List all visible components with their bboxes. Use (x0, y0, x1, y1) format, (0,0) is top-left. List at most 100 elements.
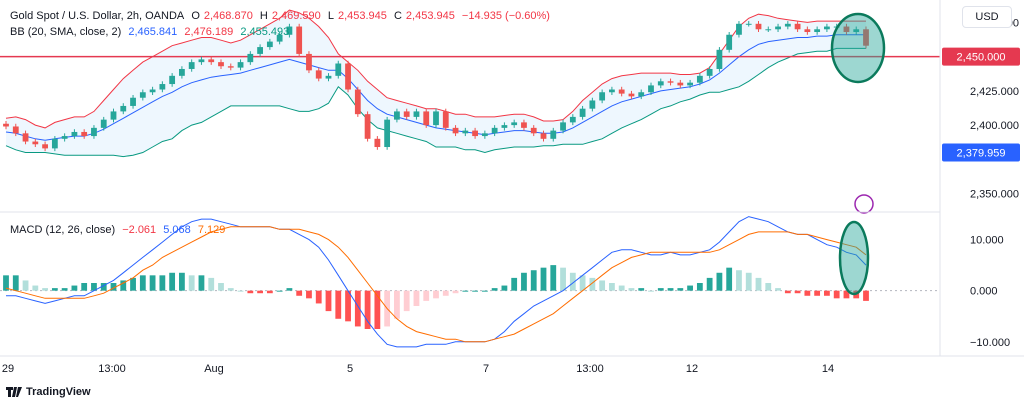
candle-body (159, 84, 166, 90)
candle-body (589, 100, 596, 109)
low-value: 2,453.945 (337, 10, 387, 22)
macd-title[interactable]: MACD (12, 26, close) (10, 224, 116, 236)
time-tick-label: 5 (347, 363, 353, 375)
candle-body (452, 127, 459, 134)
histogram-bar (765, 283, 772, 291)
tradingview-icon (6, 387, 22, 397)
open-value: 2,468.870 (203, 10, 253, 22)
candle-body (120, 105, 127, 112)
histogram-bar (266, 290, 273, 294)
candle-body (550, 130, 557, 139)
histogram-bar (745, 272, 752, 291)
symbol-title[interactable]: Gold Spot / U.S. Dollar, 2h, OANDA (10, 10, 185, 22)
candle-body (266, 41, 273, 48)
currency-button[interactable]: USD (962, 6, 1012, 28)
macd-pane (0, 216, 940, 348)
histogram-bar (775, 288, 781, 291)
histogram-bar (452, 290, 459, 294)
candle-body (335, 63, 342, 76)
histogram-bar (247, 290, 254, 294)
candle-body (315, 70, 322, 79)
histogram-bar (61, 288, 68, 291)
bb-title[interactable]: BB (20, SMA, close, 2) (10, 26, 122, 38)
histogram-bar (42, 288, 48, 291)
candle-body (12, 126, 19, 134)
highlight-ellipse-macd (838, 220, 870, 296)
candle-body (462, 130, 469, 134)
bb-lower-value: 2,455.493 (240, 26, 290, 38)
histogram-bar (364, 290, 371, 329)
candle-body (286, 26, 293, 35)
candle-body (736, 23, 742, 35)
high-value: 2,469.590 (271, 10, 321, 22)
histogram-bar (81, 283, 88, 291)
time-tick-label: 29 (2, 363, 14, 375)
candle-body (765, 29, 772, 31)
candle-body (824, 26, 830, 30)
macd-signal-value: 7.129 (197, 224, 226, 236)
high-label: H (259, 10, 268, 22)
histogram-bar (227, 288, 234, 291)
candle-body (511, 122, 518, 126)
candle-body (618, 89, 625, 94)
candle-body (726, 34, 733, 50)
histogram-bar (716, 272, 723, 291)
histogram-bar (530, 270, 537, 291)
current-price-tag (942, 143, 1020, 162)
candle-body (667, 81, 674, 83)
open-label: O (191, 10, 200, 22)
candle-body (51, 138, 58, 149)
histogram-bar (706, 277, 713, 291)
candle-body (237, 62, 244, 68)
histogram-bar (91, 283, 97, 291)
candle-body (179, 68, 185, 76)
candle-body (540, 133, 547, 139)
candle-body (130, 97, 136, 106)
candle-body (657, 81, 664, 86)
time-tick-label: 13:00 (98, 363, 126, 375)
candle-body (706, 68, 713, 76)
candle-body (91, 127, 97, 137)
candle-body (423, 111, 430, 126)
bollinger-bands: 2,450.000 2,379.959 (0, 9, 1020, 162)
histogram-bar (589, 277, 596, 291)
bb-upper-value: 2,476.189 (184, 26, 234, 38)
histogram-bar (3, 275, 9, 291)
bb-basis-line (5, 34, 866, 141)
price-legend: Gold Spot / U.S. Dollar, 2h, OANDA O 2,46… (10, 10, 554, 22)
histogram-bar (374, 290, 381, 329)
candle-body (100, 119, 107, 128)
candle-body (198, 59, 205, 63)
histogram-bar (159, 275, 166, 291)
candle-body (472, 130, 478, 137)
highlight-ellipse-price (830, 12, 886, 84)
candle-body (521, 122, 527, 128)
histogram-bar (843, 290, 850, 299)
histogram-bar (276, 290, 283, 292)
histogram-bar (120, 280, 127, 291)
candle-body (32, 141, 39, 145)
macd-tick-label: 0.000 (970, 286, 998, 298)
histogram-bar (736, 270, 742, 291)
histogram-bar (169, 272, 176, 291)
candle-body (569, 116, 576, 123)
histogram-bar (296, 290, 303, 296)
candle-body (745, 23, 752, 25)
histogram-bar (413, 290, 420, 306)
histogram-bar (100, 283, 107, 291)
candle-body (794, 23, 801, 30)
tradingview-logo[interactable]: TradingView (6, 386, 91, 398)
bb-basis-value: 2,465.841 (128, 26, 178, 38)
histogram-bar (423, 290, 430, 301)
candle-body (638, 92, 645, 97)
histogram-bar (325, 290, 332, 312)
histogram-bar (306, 290, 312, 299)
histogram-bar (804, 290, 811, 296)
histogram-bar (521, 272, 527, 291)
candle-body (433, 111, 439, 126)
histogram-bar (442, 290, 449, 296)
candle-body (374, 138, 381, 148)
candle-body (257, 47, 263, 54)
histogram-bar (481, 290, 488, 292)
